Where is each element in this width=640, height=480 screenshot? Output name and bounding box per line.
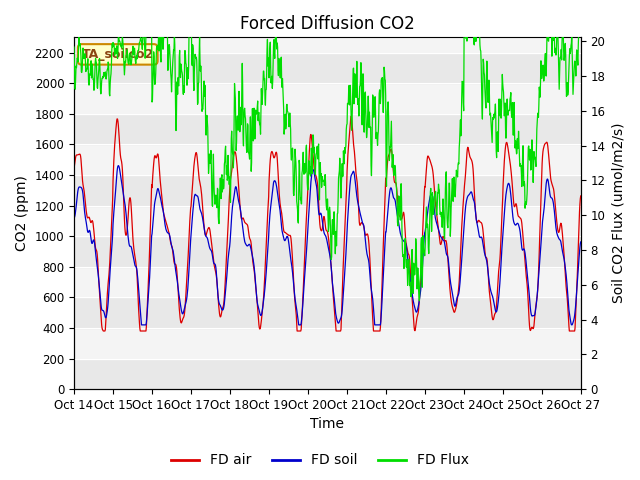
Bar	[74, 297, 580, 328]
Bar	[74, 22, 580, 53]
Y-axis label: CO2 (ppm): CO2 (ppm)	[15, 175, 29, 251]
Title: Forced Diffusion CO2: Forced Diffusion CO2	[240, 15, 415, 33]
Bar	[74, 83, 580, 114]
Legend: FD air, FD soil, FD Flux: FD air, FD soil, FD Flux	[165, 448, 475, 473]
Bar	[74, 144, 580, 175]
X-axis label: Time: Time	[310, 418, 344, 432]
Bar	[74, 236, 580, 267]
Bar	[74, 175, 580, 205]
Bar	[74, 114, 580, 144]
Bar	[74, 53, 580, 83]
Text: TA_soilco2: TA_soilco2	[82, 48, 154, 61]
Bar	[74, 328, 580, 359]
Bar	[74, 205, 580, 236]
Bar	[74, 359, 580, 389]
Bar	[74, 267, 580, 297]
Y-axis label: Soil CO2 Flux (umol/m2/s): Soil CO2 Flux (umol/m2/s)	[611, 123, 625, 303]
